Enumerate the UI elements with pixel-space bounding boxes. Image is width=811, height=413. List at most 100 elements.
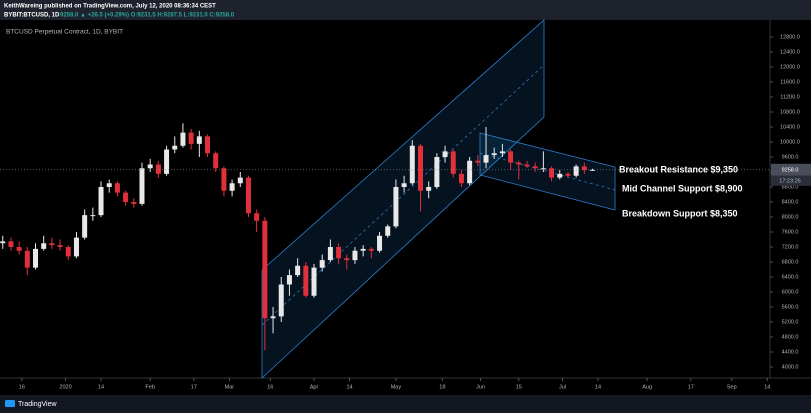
y-tick-label: 8000.0 <box>782 214 799 220</box>
last-price-label: 9258.0 <box>782 167 799 173</box>
candle-body <box>475 160 481 163</box>
candle-body <box>368 248 374 251</box>
candle-body <box>164 149 170 174</box>
y-tick-label: 8400.0 <box>782 199 799 205</box>
y-tick-label: 7600.0 <box>782 229 799 235</box>
candle-body <box>147 164 153 169</box>
x-tick-label: May <box>391 384 402 390</box>
x-tick-label: 16 <box>267 384 273 390</box>
candle-body <box>295 265 301 276</box>
x-tick-label: 2020 <box>59 384 71 390</box>
candle-body <box>327 247 333 261</box>
candle-body <box>196 136 202 144</box>
candle-body <box>180 132 186 146</box>
x-tick-label: 14 <box>595 384 601 390</box>
candle-body <box>532 166 538 169</box>
candle-body <box>311 267 317 296</box>
candle-body <box>49 243 55 246</box>
candle-body <box>442 151 448 157</box>
candle-body <box>467 160 473 184</box>
chart-title: BTCUSD Perpetual Contract, 1D, BYBIT <box>6 29 123 36</box>
candle-body <box>237 177 243 184</box>
ascending-channel <box>261 19 545 379</box>
x-tick-label: 15 <box>516 384 522 390</box>
y-tick-label: 4800.0 <box>782 334 799 340</box>
candle-body <box>319 260 325 268</box>
candle-body <box>254 213 260 221</box>
candle-body <box>360 248 366 251</box>
candle-body <box>426 186 432 191</box>
candle-body <box>0 241 6 244</box>
y-tick-label: 6800.0 <box>782 259 799 265</box>
last-price-box <box>771 163 811 176</box>
footer-logo: TradingView <box>18 401 57 408</box>
y-tick-label: 11600.0 <box>780 79 799 85</box>
quote: 9258.0 ▲ +26.5 (+0.29%) O:9231.5 H:9287.… <box>60 13 235 19</box>
candle-body <box>8 241 14 248</box>
candle-body <box>516 162 522 165</box>
candle-body <box>82 215 88 238</box>
candle-body <box>524 164 530 167</box>
candle-body <box>352 250 358 261</box>
candle-body <box>114 183 120 193</box>
candle-body <box>557 173 563 178</box>
candle-body <box>303 265 309 296</box>
footer-bar <box>0 395 811 413</box>
y-tick-label: 4000.0 <box>782 364 799 370</box>
candle-body <box>221 168 227 191</box>
candle-body <box>573 166 579 176</box>
candle-body <box>565 173 571 176</box>
candle-body <box>188 132 194 144</box>
candle-body <box>245 177 251 214</box>
candle-body <box>483 155 489 163</box>
candle-body <box>499 151 505 154</box>
channel-midline <box>479 152 616 191</box>
x-tick-label: Apr <box>310 384 319 390</box>
candle-body <box>434 156 440 187</box>
candle-body <box>286 275 292 285</box>
candle-body <box>123 192 129 203</box>
author-line: KeithWareing published on TradingView.co… <box>4 4 216 10</box>
y-tick-label: 12800.0 <box>780 34 800 40</box>
candle-body <box>336 247 342 259</box>
candle-body <box>491 153 497 156</box>
candle-body <box>213 153 219 169</box>
candle-body <box>172 145 178 150</box>
candle-body <box>131 202 137 204</box>
y-tick-label: 4400.0 <box>782 349 799 355</box>
candle-body <box>57 245 63 248</box>
x-tick-label: Jun <box>476 384 485 390</box>
candle-body <box>270 316 276 319</box>
candle-body <box>508 151 514 163</box>
candle-body <box>377 235 383 251</box>
candle-body <box>229 183 235 191</box>
channel-midline <box>261 64 545 326</box>
candle-body <box>16 247 22 251</box>
x-tick-label: Aug <box>642 384 652 390</box>
candle-body <box>540 168 546 170</box>
x-tick-label: 14 <box>764 384 770 390</box>
candle-body <box>278 284 284 317</box>
x-tick-label: 14 <box>346 384 352 390</box>
candle-body <box>90 215 96 217</box>
symbol: BYBIT:BTCUSD, 1D <box>4 13 60 19</box>
candle-body <box>98 186 104 216</box>
annotation: Breakdown Support $8,350 <box>622 208 738 218</box>
annotation: Breakout Resistance $9,350 <box>619 164 738 174</box>
y-tick-label: 12400.0 <box>780 49 800 55</box>
candle-body <box>73 237 79 257</box>
candle-body <box>393 186 399 227</box>
y-tick-label: 5200.0 <box>782 319 799 325</box>
candles <box>0 123 596 351</box>
y-tick-label: 7200.0 <box>782 244 799 250</box>
x-tick-label: 17 <box>191 384 197 390</box>
x-tick-label: 18 <box>439 384 445 390</box>
candle-body <box>385 226 391 236</box>
x-tick-label: 17 <box>688 384 694 390</box>
countdown-box <box>771 175 811 186</box>
candle-body <box>65 247 71 257</box>
x-tick-label: Sep <box>727 384 737 390</box>
y-tick-label: 8800.0 <box>782 184 799 190</box>
candle-body <box>24 250 30 268</box>
